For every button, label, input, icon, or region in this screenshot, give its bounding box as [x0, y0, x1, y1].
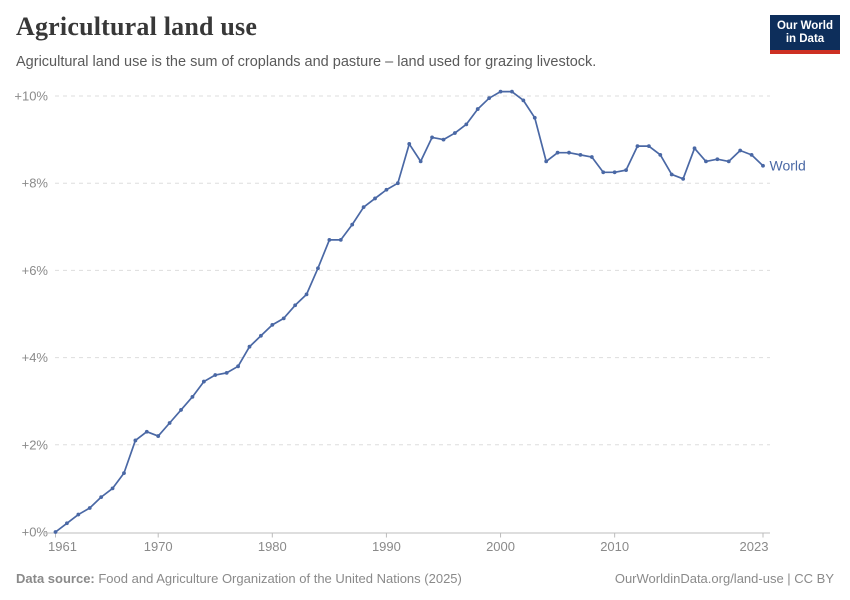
- data-point: [270, 323, 275, 327]
- x-axis-tick-label: 1970: [144, 539, 173, 554]
- data-point: [452, 131, 457, 135]
- data-point: [304, 292, 309, 297]
- data-point: [99, 495, 104, 500]
- y-axis-tick-label: +10%: [14, 89, 48, 104]
- data-point: [293, 303, 298, 308]
- x-axis-tick-label: 2000: [486, 539, 515, 554]
- data-point: [122, 471, 126, 476]
- data-point: [498, 89, 503, 94]
- entity-label[interactable]: World: [770, 157, 806, 173]
- data-point: [487, 96, 492, 101]
- data-point: [681, 176, 686, 181]
- data-point: [201, 379, 206, 384]
- data-point: [156, 434, 161, 438]
- data-point: [761, 163, 765, 168]
- data-point: [692, 146, 697, 151]
- data-point: [624, 168, 628, 173]
- chart-footer: Data source: Food and Agriculture Organi…: [16, 571, 834, 586]
- data-point: [521, 98, 526, 103]
- data-point: [338, 237, 343, 242]
- data-point: [133, 438, 138, 443]
- data-point: [544, 159, 549, 164]
- data-point: [110, 486, 115, 491]
- data-point: [567, 150, 571, 155]
- data-point: [475, 107, 480, 111]
- data-point: [715, 157, 720, 162]
- y-axis-tick-label: +8%: [22, 176, 49, 191]
- data-point: [578, 152, 583, 157]
- page-title: Agricultural land use: [16, 12, 258, 41]
- data-point: [601, 170, 606, 175]
- data-point: [236, 364, 240, 369]
- owid-logo-line2: in Data: [785, 33, 825, 45]
- data-point: [76, 512, 81, 517]
- data-point: [441, 137, 446, 142]
- data-point: [247, 344, 252, 349]
- x-axis-tick-label: 1961: [48, 539, 77, 554]
- data-point: [635, 144, 640, 149]
- data-point: [395, 181, 400, 186]
- data-source-label: Data source:: [16, 571, 95, 586]
- data-point: [407, 142, 412, 146]
- data-point: [669, 172, 674, 177]
- data-point: [65, 521, 69, 526]
- y-axis-tick-label: +0%: [22, 525, 49, 540]
- owid-logo-line1: Our World: [776, 20, 833, 32]
- data-point: [658, 152, 663, 157]
- data-point: [373, 196, 377, 201]
- data-point: [589, 155, 594, 159]
- owid-logo[interactable]: Our World in Data: [770, 15, 840, 54]
- data-point: [350, 222, 355, 227]
- data-point: [327, 237, 332, 242]
- data-point: [532, 115, 537, 120]
- data-point: [361, 205, 366, 210]
- data-point: [418, 159, 423, 164]
- data-point: [53, 530, 58, 534]
- data-point: [555, 150, 560, 155]
- data-point: [87, 506, 92, 510]
- data-point: [646, 144, 651, 149]
- data-point: [464, 122, 469, 127]
- data-point: [144, 429, 149, 434]
- data-point: [259, 333, 263, 338]
- data-point: [281, 316, 286, 321]
- y-axis-tick-label: +2%: [22, 437, 49, 452]
- data-series-world[interactable]: World: [53, 89, 806, 534]
- data-point: [384, 187, 389, 192]
- data-point: [179, 408, 183, 412]
- data-point: [167, 421, 172, 425]
- y-axis-tick-label: +6%: [22, 263, 49, 278]
- data-point: [726, 159, 731, 164]
- data-point: [738, 148, 743, 153]
- data-source-text: Food and Agriculture Organization of the…: [94, 571, 462, 586]
- series-line: [54, 90, 764, 533]
- y-axis-tick-label: +4%: [22, 350, 49, 365]
- x-axis-tick-label: 2010: [600, 539, 629, 554]
- x-axis-tick-label: 2023: [740, 539, 769, 554]
- x-axis-tick-label: 1990: [372, 539, 401, 554]
- x-axis-tick-label: 1980: [258, 539, 287, 554]
- data-point: [224, 370, 229, 375]
- chart-subtitle: Agricultural land use is the sum of crop…: [16, 54, 597, 70]
- data-point: [510, 89, 514, 94]
- data-point: [749, 152, 754, 157]
- attribution: OurWorldinData.org/land-use | CC BY: [614, 571, 834, 586]
- data-source: Data source: Food and Agriculture Organi…: [16, 571, 462, 586]
- data-point: [213, 373, 218, 377]
- data-point: [430, 135, 434, 140]
- data-point: [190, 394, 195, 399]
- data-point: [316, 266, 320, 271]
- data-point: [704, 159, 708, 164]
- data-point: [612, 170, 617, 175]
